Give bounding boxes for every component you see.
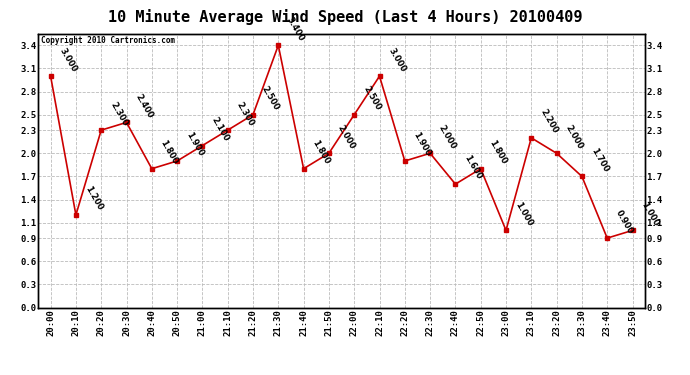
Text: 2.100: 2.100 xyxy=(209,116,230,143)
Text: 3.400: 3.400 xyxy=(285,15,306,42)
Text: 3.000: 3.000 xyxy=(57,46,79,74)
Text: 1.600: 1.600 xyxy=(462,154,484,182)
Text: 1.800: 1.800 xyxy=(159,139,179,166)
Text: 1.000: 1.000 xyxy=(640,200,660,228)
Text: 1.000: 1.000 xyxy=(513,200,534,228)
Text: 2.300: 2.300 xyxy=(235,100,255,128)
Text: 2.200: 2.200 xyxy=(538,108,560,135)
Text: 1.800: 1.800 xyxy=(488,139,509,166)
Text: 2.500: 2.500 xyxy=(361,84,382,112)
Text: 1.200: 1.200 xyxy=(83,185,104,212)
Text: 1.900: 1.900 xyxy=(184,131,205,158)
Text: 3.000: 3.000 xyxy=(386,46,407,74)
Text: 2.300: 2.300 xyxy=(108,100,129,128)
Text: 1.900: 1.900 xyxy=(412,131,433,158)
Text: 2.000: 2.000 xyxy=(336,123,357,150)
Text: 2.400: 2.400 xyxy=(133,92,155,120)
Text: 2.000: 2.000 xyxy=(564,123,584,150)
Text: 2.000: 2.000 xyxy=(437,123,458,150)
Text: Copyright 2010 Cartronics.com: Copyright 2010 Cartronics.com xyxy=(41,36,175,45)
Text: 10 Minute Average Wind Speed (Last 4 Hours) 20100409: 10 Minute Average Wind Speed (Last 4 Hou… xyxy=(108,9,582,26)
Text: 1.700: 1.700 xyxy=(589,146,610,174)
Text: 0.900: 0.900 xyxy=(614,208,635,236)
Text: 2.500: 2.500 xyxy=(260,84,281,112)
Text: 1.800: 1.800 xyxy=(310,139,331,166)
